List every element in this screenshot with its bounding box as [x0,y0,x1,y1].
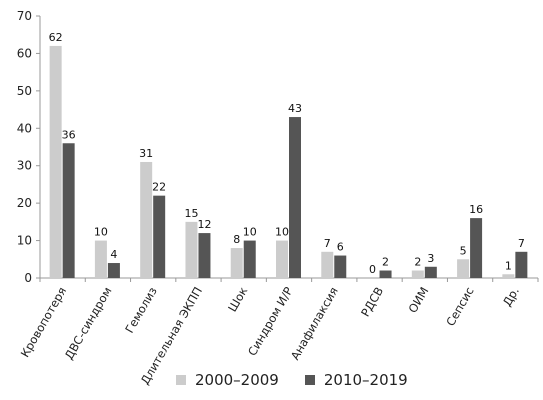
data-label: 43 [288,102,302,115]
x-tick-label: Кровопотеря [18,285,70,360]
data-label: 2 [414,256,421,269]
data-label: 10 [275,226,289,239]
x-tick-label: Синдром И/Р [245,284,296,358]
data-label: 10 [243,226,257,239]
data-label: 12 [197,218,211,231]
bar-series-2 [515,251,528,278]
bar-series-2 [334,255,347,278]
legend-swatch-series-2 [304,375,315,385]
bar-series-1 [411,270,424,278]
legend-label-series-2: 2010–2019 [323,371,408,389]
bar-series-1 [502,274,515,278]
bar-series-2 [424,266,437,278]
bar-series-1 [94,240,107,278]
y-tick-label: 50 [17,84,32,98]
x-tick-label: Гемолиз [122,285,159,336]
bar-series-2 [289,117,301,278]
x-tick-label: Анафилаксия [288,285,341,363]
bar-series-2 [62,143,75,278]
bar-series-1 [457,259,470,278]
data-label: 22 [152,181,166,194]
bar-series-2 [470,218,483,278]
data-label: 15 [184,207,198,220]
x-tick-label: ДВС-синдром [62,285,115,362]
data-label: 0 [369,263,376,276]
data-label: 36 [62,128,76,141]
data-label: 16 [469,203,483,216]
y-tick-label: 60 [17,46,32,60]
bar-series-2 [107,263,120,278]
data-label: 3 [427,252,434,265]
x-tick-label: Шок [225,284,250,314]
bar-series-2 [243,240,256,278]
data-label: 4 [110,248,117,261]
data-label: 2 [382,256,389,269]
bar-series-1 [321,251,334,278]
bar-series-1 [230,248,243,278]
data-label: 5 [460,244,467,257]
y-tick-label: 0 [24,271,32,285]
data-label: 8 [233,233,240,246]
y-tick-label: 20 [17,196,32,210]
bar-series-1 [140,161,153,278]
x-tick-label: РДСВ [358,284,386,319]
y-tick-label: 10 [17,234,32,248]
data-label: 7 [324,237,331,250]
data-label: 7 [518,237,525,250]
legend-swatch-series-1 [176,375,186,385]
x-tick-label: ОИМ [406,285,432,316]
bar-series-1 [276,240,288,278]
data-label: 1 [505,259,512,272]
y-tick-label: 30 [17,159,32,173]
y-tick-label: 70 [17,9,32,23]
bar-series-1 [49,45,62,278]
legend: 2000–2009 2010–2019 [176,371,434,389]
y-tick-label: 40 [17,121,32,135]
data-label: 10 [94,226,108,239]
data-label: 31 [139,147,153,160]
data-label: 6 [337,241,344,254]
bar-series-1 [185,221,198,278]
x-tick-label: Сепсис [443,285,476,329]
legend-item-series-1: 2000–2009 [176,371,279,389]
legend-item-series-2: 2010–2019 [304,371,408,389]
bar-series-2 [379,270,392,278]
bar-series-2 [198,233,211,278]
bar-series-2 [153,195,166,278]
x-tick-label: Др. [500,285,522,309]
data-label: 62 [49,31,63,44]
legend-label-series-1: 2000–2009 [195,371,279,389]
